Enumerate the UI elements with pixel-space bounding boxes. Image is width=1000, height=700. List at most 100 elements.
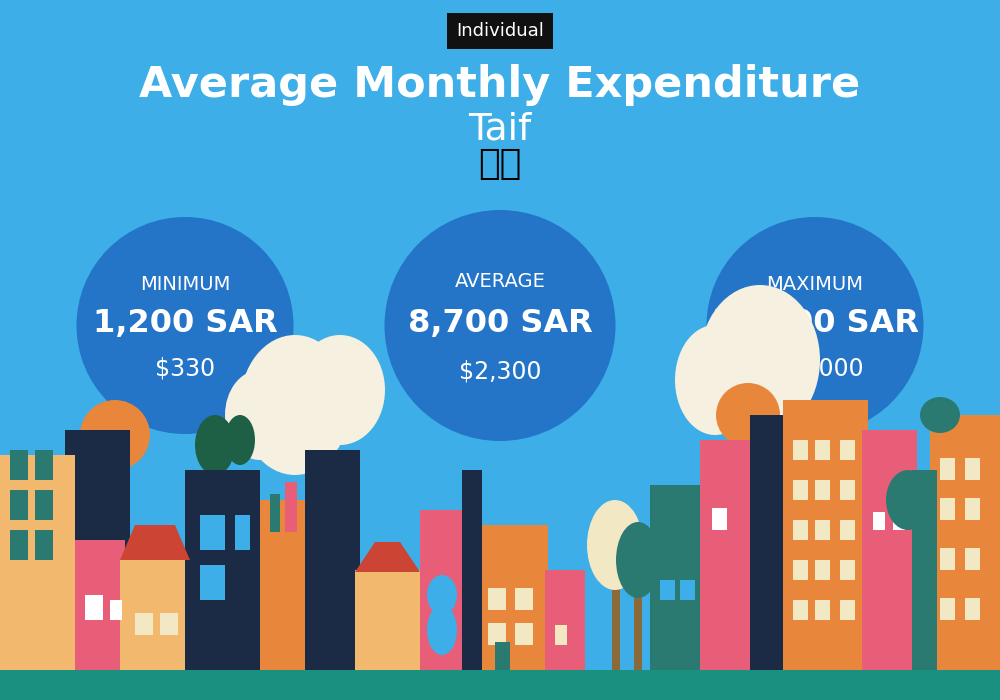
Bar xyxy=(793,560,808,580)
Bar xyxy=(712,508,727,530)
Bar xyxy=(160,613,178,635)
Bar xyxy=(815,440,830,460)
Polygon shape xyxy=(355,542,420,572)
Bar xyxy=(940,598,955,620)
Bar xyxy=(750,415,788,670)
Bar xyxy=(815,560,830,580)
Text: Individual: Individual xyxy=(456,22,544,40)
Bar xyxy=(793,600,808,620)
Bar xyxy=(488,623,506,645)
Ellipse shape xyxy=(240,335,350,475)
Bar xyxy=(815,480,830,500)
Bar xyxy=(0,455,75,670)
Circle shape xyxy=(384,210,616,441)
Ellipse shape xyxy=(427,605,457,655)
Ellipse shape xyxy=(195,415,235,475)
Bar xyxy=(965,458,980,480)
Bar xyxy=(135,613,153,635)
Bar xyxy=(555,625,567,645)
Bar xyxy=(940,458,955,480)
Bar xyxy=(10,450,28,480)
Bar xyxy=(793,440,808,460)
Bar xyxy=(612,560,620,670)
Bar xyxy=(200,515,225,550)
Ellipse shape xyxy=(587,500,643,590)
Ellipse shape xyxy=(675,325,755,435)
Text: 1,200 SAR: 1,200 SAR xyxy=(93,308,277,339)
Bar xyxy=(940,548,955,570)
Bar xyxy=(10,490,28,520)
Ellipse shape xyxy=(225,370,295,460)
Bar xyxy=(65,430,130,670)
Bar xyxy=(783,400,868,670)
Polygon shape xyxy=(120,525,190,560)
Ellipse shape xyxy=(427,575,457,615)
Bar xyxy=(893,512,905,530)
Text: MINIMUM: MINIMUM xyxy=(140,275,230,294)
Bar xyxy=(35,490,53,520)
Bar xyxy=(35,450,53,480)
Bar xyxy=(862,430,917,670)
Bar xyxy=(815,520,830,540)
Bar xyxy=(305,450,360,670)
Bar xyxy=(355,570,420,670)
Bar xyxy=(200,565,225,600)
Text: 8,700 SAR: 8,700 SAR xyxy=(408,308,592,339)
Ellipse shape xyxy=(616,522,660,598)
Bar xyxy=(85,595,103,620)
Bar xyxy=(793,480,808,500)
Bar xyxy=(255,500,310,670)
Text: AVERAGE: AVERAGE xyxy=(455,272,545,291)
Bar xyxy=(515,623,533,645)
Text: $330: $330 xyxy=(155,357,215,381)
Bar xyxy=(930,415,1000,670)
Bar xyxy=(965,498,980,520)
Bar xyxy=(965,598,980,620)
Bar xyxy=(840,520,855,540)
Bar xyxy=(495,642,510,670)
Bar xyxy=(793,520,808,540)
Bar xyxy=(462,470,482,670)
Circle shape xyxy=(76,217,294,434)
Bar xyxy=(420,510,465,670)
Bar xyxy=(120,560,190,670)
Ellipse shape xyxy=(700,285,820,435)
Text: MAXIMUM: MAXIMUM xyxy=(767,275,864,294)
Bar xyxy=(185,470,260,670)
Bar xyxy=(75,540,125,670)
Bar xyxy=(840,600,855,620)
Bar xyxy=(873,512,885,530)
Ellipse shape xyxy=(295,335,385,445)
Bar xyxy=(270,494,280,532)
Bar xyxy=(634,568,642,670)
Bar xyxy=(488,588,506,610)
Text: Average Monthly Expenditure: Average Monthly Expenditure xyxy=(139,64,861,106)
Ellipse shape xyxy=(920,397,960,433)
Bar xyxy=(515,588,533,610)
Bar xyxy=(700,440,755,670)
Ellipse shape xyxy=(716,383,780,447)
Bar xyxy=(840,560,855,580)
Ellipse shape xyxy=(886,470,930,530)
Bar xyxy=(840,440,855,460)
Bar xyxy=(912,470,937,670)
Bar xyxy=(650,485,705,670)
Bar xyxy=(0,670,1000,700)
Text: $15,000: $15,000 xyxy=(766,357,864,381)
Bar xyxy=(680,580,695,600)
Bar xyxy=(965,548,980,570)
Bar xyxy=(660,580,675,600)
Bar xyxy=(478,525,548,670)
Ellipse shape xyxy=(80,400,150,470)
Bar xyxy=(110,600,122,620)
Bar xyxy=(235,515,250,550)
Ellipse shape xyxy=(225,415,255,465)
Text: Taif: Taif xyxy=(468,112,532,148)
Text: 58,000 SAR: 58,000 SAR xyxy=(712,308,918,339)
Circle shape xyxy=(706,217,924,434)
Bar xyxy=(10,530,28,560)
Bar xyxy=(940,498,955,520)
Text: 🇸🇦: 🇸🇦 xyxy=(478,147,522,181)
Bar xyxy=(285,482,297,532)
Bar xyxy=(545,570,585,670)
